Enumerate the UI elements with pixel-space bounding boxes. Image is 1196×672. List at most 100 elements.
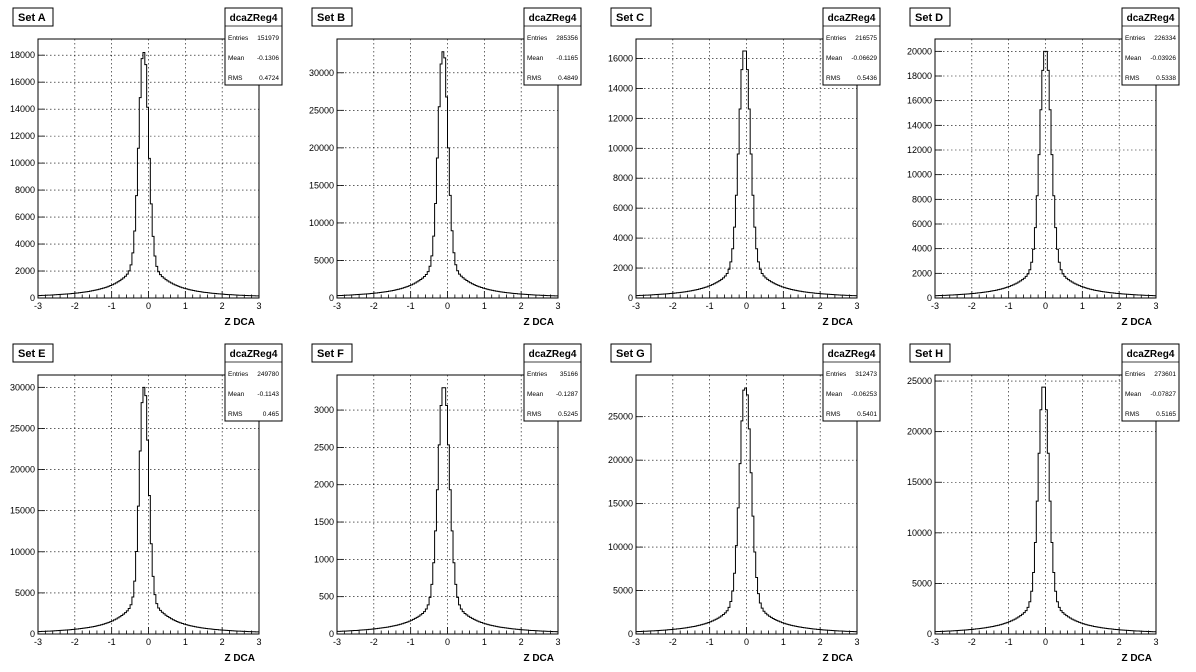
x-tick-label: -2 (370, 637, 378, 647)
stats-value: -0.1287 (556, 391, 578, 398)
y-tick-label: 14000 (10, 104, 35, 114)
stats-value: 0.4724 (259, 75, 279, 82)
x-tick-label: 2 (519, 301, 524, 311)
title-box (909, 343, 951, 363)
y-tick-label: 1000 (314, 554, 334, 564)
y-tick-label: 3000 (314, 405, 334, 415)
histogram-name: dcaZReg4 (529, 349, 577, 360)
y-tick-label: 16000 (10, 77, 35, 87)
y-tick-label: 2000 (15, 266, 35, 276)
plot-title: Set H (915, 348, 943, 360)
y-tick-label: 16000 (907, 96, 932, 106)
x-tick-label: -3 (333, 637, 341, 647)
x-tick-label: 0 (1043, 301, 1048, 311)
y-tick-label: 0 (329, 629, 334, 639)
x-tick-label: 0 (445, 637, 450, 647)
stats-value: 216575 (855, 35, 877, 42)
plot-title: Set C (616, 12, 644, 24)
y-tick-label: 5000 (912, 578, 932, 588)
stats-box (1121, 343, 1180, 422)
y-tick-label: 6000 (912, 219, 932, 229)
stats-label: RMS (228, 411, 243, 418)
stats-label: RMS (228, 75, 243, 82)
y-tick-label: 10000 (10, 547, 35, 557)
histogram-panel: -3 -2 -1 0 1 2 3 0 5000 10000 15000 20000 25000 30000… (10, 343, 283, 664)
y-tick-label: 5000 (613, 586, 633, 596)
stats-label: Entries (228, 371, 249, 378)
stats-box (523, 7, 582, 86)
title-box (12, 7, 54, 27)
y-tick-label: 10000 (10, 158, 35, 168)
stats-label: Mean (826, 391, 843, 398)
x-tick-label: 3 (256, 637, 261, 647)
plot-title: Set G (616, 348, 645, 360)
histogram-panel: -3 -2 -1 0 1 2 3 0 500 1000 1500 2000 2500 3000 Z DCA S… (311, 343, 582, 664)
plot-title: Set D (915, 12, 943, 24)
x-tick-label: 1 (183, 637, 188, 647)
stats-label: Mean (1125, 55, 1142, 62)
stats-value: 249780 (257, 371, 279, 378)
x-tick-label: 0 (744, 301, 749, 311)
x-tick-label: -3 (333, 301, 341, 311)
plot-title: Set A (18, 12, 46, 24)
x-tick-label: -1 (407, 637, 415, 647)
x-tick-label: 1 (482, 301, 487, 311)
stats-value: -0.1306 (257, 55, 279, 62)
x-tick-label: -2 (71, 637, 79, 647)
x-tick-label: -3 (632, 637, 640, 647)
x-tick-label: 2 (1117, 301, 1122, 311)
x-tick-label: 1 (183, 301, 188, 311)
x-tick-label: -1 (1005, 637, 1013, 647)
histogram-line (336, 387, 559, 634)
y-tick-label: 0 (30, 293, 35, 303)
stats-value: 0.4849 (558, 75, 578, 82)
histogram-panel: -3 -2 -1 0 1 2 3 0 5000 10000 15000 20000 25000 Z DCA… (608, 343, 881, 664)
histogram-name: dcaZReg4 (828, 13, 876, 24)
stats-value: -0.06629 (851, 55, 877, 62)
stats-value: -0.1143 (257, 391, 279, 398)
y-tick-label: 14000 (608, 83, 633, 93)
x-axis-title: Z DCA (523, 653, 554, 664)
y-tick-label: 8000 (15, 185, 35, 195)
y-tick-label: 20000 (10, 465, 35, 475)
stats-label: RMS (1125, 411, 1140, 418)
stats-value: 273601 (1154, 371, 1176, 378)
stats-label: Mean (826, 55, 843, 62)
stats-label: Mean (228, 391, 245, 398)
x-tick-label: 2 (1117, 637, 1122, 647)
histogram-panel: -3 -2 -1 0 1 2 3 0 5000 10000 15000 20000 25000 Z DCA… (907, 343, 1180, 664)
histogram-panel: -3 -2 -1 0 1 2 3 0 2000 4000 6000 8000 10000 12000 140… (907, 7, 1180, 328)
y-tick-label: 10000 (608, 542, 633, 552)
stats-box (822, 7, 881, 86)
y-tick-label: 2500 (314, 442, 334, 452)
y-tick-label: 12000 (907, 145, 932, 155)
y-tick-label: 12000 (10, 131, 35, 141)
x-tick-label: 2 (220, 301, 225, 311)
x-tick-label: -3 (34, 301, 42, 311)
stats-value: 226334 (1154, 35, 1176, 42)
y-tick-label: 25000 (10, 423, 35, 433)
stats-label: Mean (527, 391, 544, 398)
histogram-name: dcaZReg4 (230, 13, 278, 24)
x-tick-label: 3 (854, 637, 859, 647)
y-tick-label: 0 (927, 629, 932, 639)
y-tick-label: 2000 (912, 268, 932, 278)
x-tick-label: -2 (968, 637, 976, 647)
x-axis-title: Z DCA (224, 653, 255, 664)
y-tick-label: 0 (628, 293, 633, 303)
y-tick-label: 30000 (10, 382, 35, 392)
stats-value: 151979 (257, 35, 279, 42)
x-tick-label: 1 (1080, 301, 1085, 311)
y-tick-label: 20000 (907, 46, 932, 56)
y-tick-label: 30000 (309, 68, 334, 78)
histogram-panel: -3 -2 -1 0 1 2 3 0 2000 4000 6000 8000 10000 12000 140… (608, 7, 881, 328)
x-tick-label: -1 (706, 637, 714, 647)
x-tick-label: -3 (931, 301, 939, 311)
x-tick-label: 2 (519, 637, 524, 647)
x-tick-label: -1 (706, 301, 714, 311)
x-tick-label: -2 (669, 637, 677, 647)
y-tick-label: 8000 (613, 173, 633, 183)
y-tick-label: 18000 (10, 50, 35, 60)
y-tick-label: 4000 (613, 233, 633, 243)
